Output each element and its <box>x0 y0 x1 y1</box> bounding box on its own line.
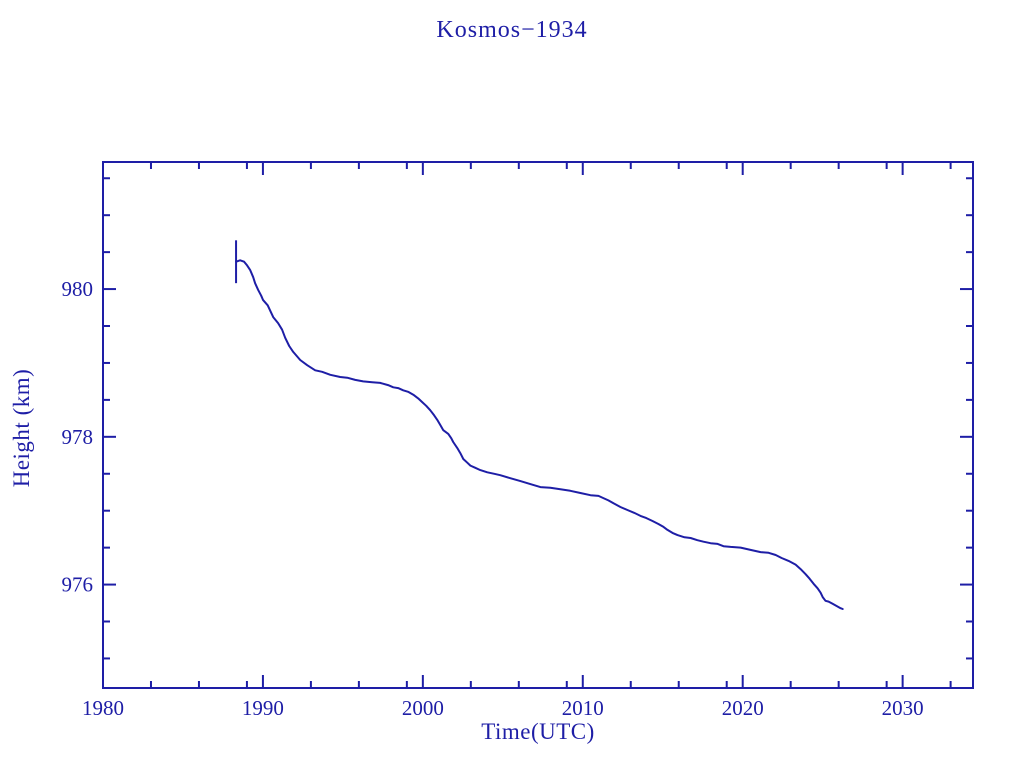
y-tick-label: 978 <box>62 425 94 449</box>
x-tick-label: 1990 <box>242 696 284 720</box>
y-axis-title: Height (km) <box>9 368 34 488</box>
y-tick-label: 980 <box>62 277 94 301</box>
height-curve <box>235 259 844 610</box>
plot-frame <box>102 161 974 689</box>
x-tick-label: 1980 <box>82 696 124 720</box>
x-tick-label: 2030 <box>882 696 924 720</box>
y-tick-label: 976 <box>62 573 94 597</box>
x-axis-title: Time(UTC) <box>481 719 595 744</box>
x-tick-label: 2000 <box>402 696 444 720</box>
x-tick-label: 2020 <box>722 696 764 720</box>
chart-title: Kosmos−1934 <box>436 17 588 43</box>
x-tick-label: 2010 <box>562 696 604 720</box>
